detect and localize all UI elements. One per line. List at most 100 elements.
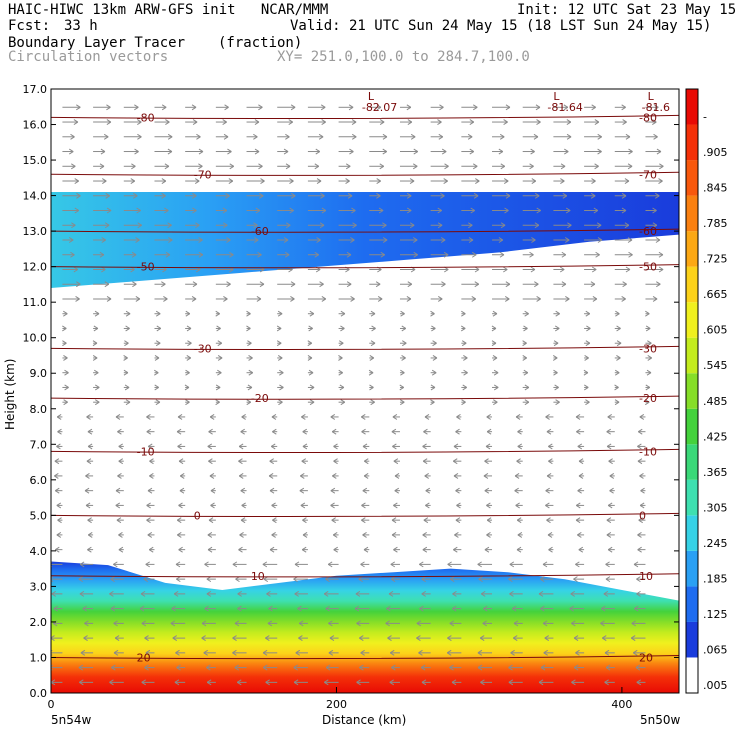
colorbar-segment [686,621,698,658]
vector-arrowhead [192,119,198,125]
isotherm-line [51,345,679,350]
vector-arrowhead [176,428,182,435]
vector-arrowhead [232,561,238,568]
vector-arrowhead [369,355,375,361]
vector-arrowhead [545,414,550,420]
vector-arrowhead [362,487,368,494]
vector-arrowhead [155,310,161,317]
vector-arrowhead [325,664,331,671]
vector-arrowhead [328,649,334,656]
vector-arrowhead [364,458,369,465]
vector-arrowhead [290,281,296,288]
vector-arrowhead [186,355,192,361]
vector-arrowhead [595,251,600,258]
vector-arrowhead [232,649,237,656]
vector-arrowhead [51,649,53,656]
vector-arrowhead [300,502,306,509]
colorbar-label: - [703,111,707,124]
vector-arrowhead [285,222,291,229]
vector-arrowhead [238,443,244,450]
vector-arrowhead [288,119,294,125]
vector-arrowhead [439,104,444,111]
vector-arrowhead [418,649,423,656]
vector-arrowhead [601,635,607,642]
vector-arrowhead [540,576,545,583]
vector-arrowhead [545,502,550,509]
vector-arrowhead [178,458,184,465]
vector-arrowhead [449,620,455,627]
vector-arrowhead [338,340,344,347]
vector-arrowhead [453,546,458,553]
vector-arrowhead [101,237,106,243]
vector-arrowhead [57,428,62,435]
vector-arrowhead [351,207,356,214]
vector-arrowhead [565,207,571,214]
vector-arrowhead [331,517,336,524]
init-time: Init: 12 UTC Sat 23 May 15 [517,2,737,18]
vector-arrowhead [109,590,114,597]
vector-arrowhead [500,222,506,229]
vector-arrowhead [391,517,397,524]
vector-arrowhead [622,119,627,125]
isotherm-line [51,573,679,578]
vector-arrowhead [628,251,633,258]
vector-arrowhead [254,119,260,125]
vector-arrowhead [646,369,652,376]
vector-arrowhead [607,502,613,509]
colorbar-label: .065 [703,643,728,656]
vector-arrowhead [99,163,105,170]
vector-arrowhead [345,163,351,170]
vector-arrowhead [523,369,529,376]
vector-arrowhead [309,310,315,317]
vector-arrowhead [145,649,151,656]
vector-arrowhead [309,399,315,406]
vector-arrowhead [410,133,416,140]
vector-arrowhead [167,222,172,229]
vector-arrowhead [185,399,190,406]
vector-arrowhead [394,472,400,479]
vector-arrowhead [515,502,520,509]
vector-arrowhead [578,472,584,479]
vector-arrowhead [113,561,118,568]
vector-arrowhead [175,649,180,656]
vector-arrowhead [590,281,596,288]
vector-arrowhead [279,384,284,391]
vector-arrowhead [109,679,114,686]
vector-arrowhead [486,502,491,509]
y-tick-label: 9.0 [30,367,48,380]
vector-arrowhead [308,369,314,376]
vector-arrowhead [333,546,338,553]
vector-arrowhead [536,119,541,125]
vector-arrowhead [603,590,609,597]
vector-arrowhead [451,679,457,686]
vector-arrowhead [480,590,486,597]
vector-arrowhead [401,325,407,332]
vector-arrowhead [176,664,181,671]
colorbar-segment [686,479,698,516]
vector-arrowhead [480,679,485,686]
vector-arrowhead [232,635,237,642]
vector-arrowhead [437,222,443,229]
vector-arrowhead [469,148,475,155]
vector-arrowhead [467,133,473,140]
vector-arrowhead [278,399,283,406]
vector-arrowhead [616,355,621,361]
vector-arrowhead [604,679,609,686]
vector-arrowhead [596,222,602,229]
vector-arrowhead [207,546,213,553]
vector-arrowhead [226,281,231,288]
vector-arrowhead [53,605,58,612]
vector-arrowhead [289,178,294,184]
vector-arrowhead [225,192,230,199]
y-axis-title: Height (km) [3,359,17,430]
vector-arrowhead [229,163,235,170]
vector-arrowhead [387,635,392,642]
colorbar-label: .245 [703,537,728,550]
low-marker-symbol: L [553,90,560,103]
vector-arrowhead [276,340,282,347]
vector-arrowhead [627,163,633,170]
vector-arrowhead [149,472,154,479]
vector-arrowhead [144,664,149,671]
colorbar-label: .005 [703,679,728,692]
vector-arrowhead [330,414,336,420]
